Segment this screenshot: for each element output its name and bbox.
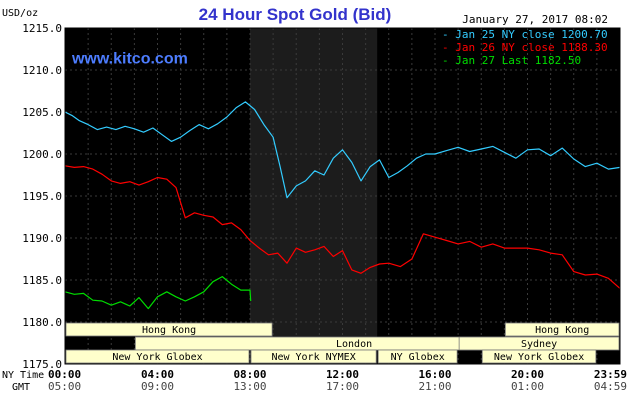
legend-entry: - Jan 26 NY close 1188.30 [442,41,608,54]
y-tick-label: 1190.0 [22,232,62,245]
market-session-bar [377,349,458,364]
market-session: Sydney [458,336,620,351]
y-tick-label: 1180.0 [22,316,62,329]
chart-title: 24 Hour Spot Gold (Bid) [199,5,392,24]
x-tick-label-ny: 04:00 [141,368,174,381]
y-tick-label: 1175.0 [22,358,62,371]
market-session-label: Hong Kong [535,325,589,336]
timestamp: January 27, 2017 08:02 [462,13,608,26]
y-tick-label: 1215.0 [22,22,62,35]
x-tick-label-gmt: 13:00 [233,380,266,393]
market-session-bar [250,349,377,364]
market-session-bar [65,349,250,364]
x-tick-label-ny: 20:00 [511,368,544,381]
market-session: New York NYMEX [250,349,377,364]
market-session: Hong Kong [504,322,620,337]
market-session-label: New York Globex [494,352,584,363]
legend: - Jan 25 NY close 1200.70- Jan 26 NY clo… [442,28,608,67]
market-session-bar [481,349,597,364]
gmt-row-label: GMT [12,382,30,393]
x-tick-label-gmt: 09:00 [141,380,174,393]
x-tick-label-gmt: 17:00 [326,380,359,393]
market-session-bar [504,322,620,337]
x-tick-label-gmt: 21:00 [418,380,451,393]
shaded-trading-period [250,28,378,364]
market-session: Hong Kong [65,322,273,337]
market-session: New York Globex [481,349,597,364]
y-tick-label: 1205.0 [22,106,62,119]
market-session-label: Sydney [521,339,557,350]
legend-entry: - Jan 27 Last 1182.50 [442,54,581,67]
y-tick-label: 1200.0 [22,148,62,161]
market-session-bar [65,322,273,337]
plot-border [64,27,621,365]
market-session-label: NY Globex [391,352,445,363]
x-tick-label-ny: 23:59 [594,368,627,381]
x-tick-label-ny: 00:00 [48,368,81,381]
x-tick-label-gmt: 01:00 [511,380,544,393]
x-tick-label-gmt: 05:00 [48,380,81,393]
ny-time-row-label: NY Time [2,370,44,381]
series-line [64,165,621,289]
market-session-label: London [336,339,372,350]
series-line [64,101,621,199]
y-tick-label: 1185.0 [22,274,62,287]
x-tick-label-gmt: 04:59 [594,380,627,393]
y-tick-label: 1210.0 [22,64,62,77]
x-tick-label-ny: 08:00 [233,368,266,381]
market-session-label: New York Globex [112,352,202,363]
y-unit-label: USD/oz [2,8,38,19]
market-session: New York Globex [65,349,250,364]
x-tick-label-ny: 16:00 [418,368,451,381]
x-tick-label-ny: 12:00 [326,368,359,381]
market-session: NY Globex [377,349,458,364]
y-tick-label: 1195.0 [22,190,62,203]
market-session-label: Hong Kong [142,325,196,336]
watermark: www.kitco.com [71,50,188,67]
series-line [64,276,252,310]
market-session-label: New York NYMEX [271,352,355,363]
legend-entry: - Jan 25 NY close 1200.70 [442,28,608,41]
